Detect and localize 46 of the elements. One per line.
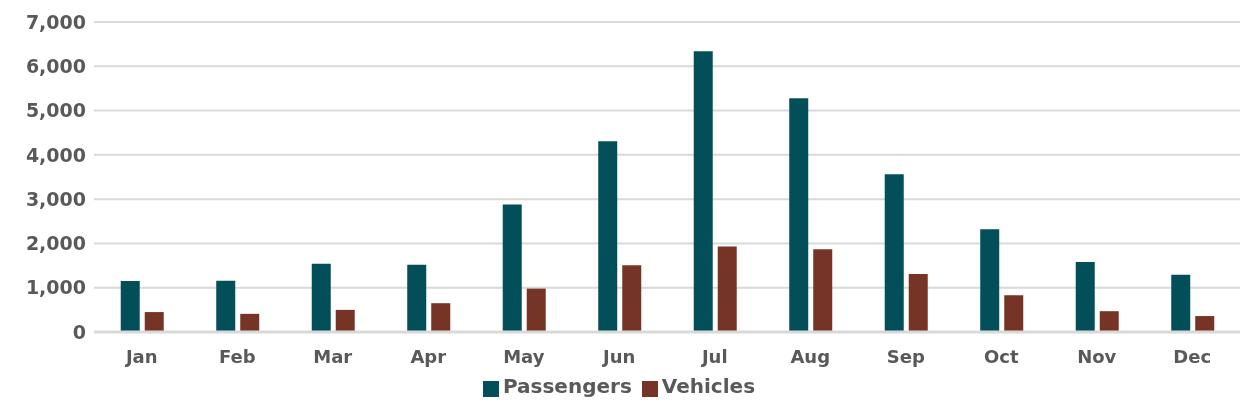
x-tick-label: Jun bbox=[601, 345, 636, 367]
x-tick-label: Dec bbox=[1173, 345, 1212, 367]
bar bbox=[120, 281, 140, 332]
x-tick-label: Nov bbox=[1077, 345, 1117, 367]
bar bbox=[1171, 274, 1191, 332]
bar bbox=[908, 273, 928, 332]
bar bbox=[1075, 262, 1095, 332]
y-tick-label: 0 bbox=[72, 320, 86, 343]
bar bbox=[144, 312, 164, 332]
x-tick-label: Aug bbox=[790, 345, 831, 367]
bar bbox=[693, 51, 713, 332]
x-tick-label: Mar bbox=[313, 345, 353, 367]
bar bbox=[884, 174, 904, 332]
bar bbox=[240, 313, 260, 332]
bar bbox=[431, 303, 451, 332]
bar bbox=[407, 264, 427, 332]
bar bbox=[311, 263, 331, 332]
x-tick-label: Apr bbox=[410, 345, 447, 367]
bar bbox=[717, 246, 737, 332]
y-tick-label: 7,000 bbox=[25, 10, 86, 33]
x-tick-label: Feb bbox=[218, 345, 256, 367]
legend-label: Passengers bbox=[502, 374, 632, 398]
x-tick-label: Jul bbox=[699, 345, 728, 367]
bar bbox=[1099, 311, 1119, 332]
bar bbox=[789, 98, 809, 332]
y-tick-label: 3,000 bbox=[25, 187, 86, 210]
y-tick-label: 6,000 bbox=[25, 55, 86, 78]
bar bbox=[335, 309, 355, 332]
y-tick-label: 2,000 bbox=[25, 232, 86, 255]
bar bbox=[813, 249, 833, 332]
x-tick-label: Sep bbox=[886, 345, 925, 367]
x-tick-label: May bbox=[503, 345, 545, 367]
bar bbox=[216, 280, 236, 332]
bar bbox=[1004, 295, 1024, 332]
bar bbox=[1195, 316, 1215, 332]
bar bbox=[526, 288, 546, 332]
y-tick-label: 5,000 bbox=[25, 99, 86, 122]
legend-label: Vehicles bbox=[661, 374, 756, 398]
x-tick-label: Jan bbox=[123, 345, 158, 367]
x-tick-label: Oct bbox=[983, 345, 1019, 367]
bar bbox=[622, 265, 642, 332]
bar bbox=[502, 204, 522, 332]
bar bbox=[980, 229, 1000, 332]
y-tick-label: 4,000 bbox=[25, 143, 86, 166]
y-tick-label: 1,000 bbox=[25, 276, 86, 299]
bar bbox=[598, 141, 618, 332]
